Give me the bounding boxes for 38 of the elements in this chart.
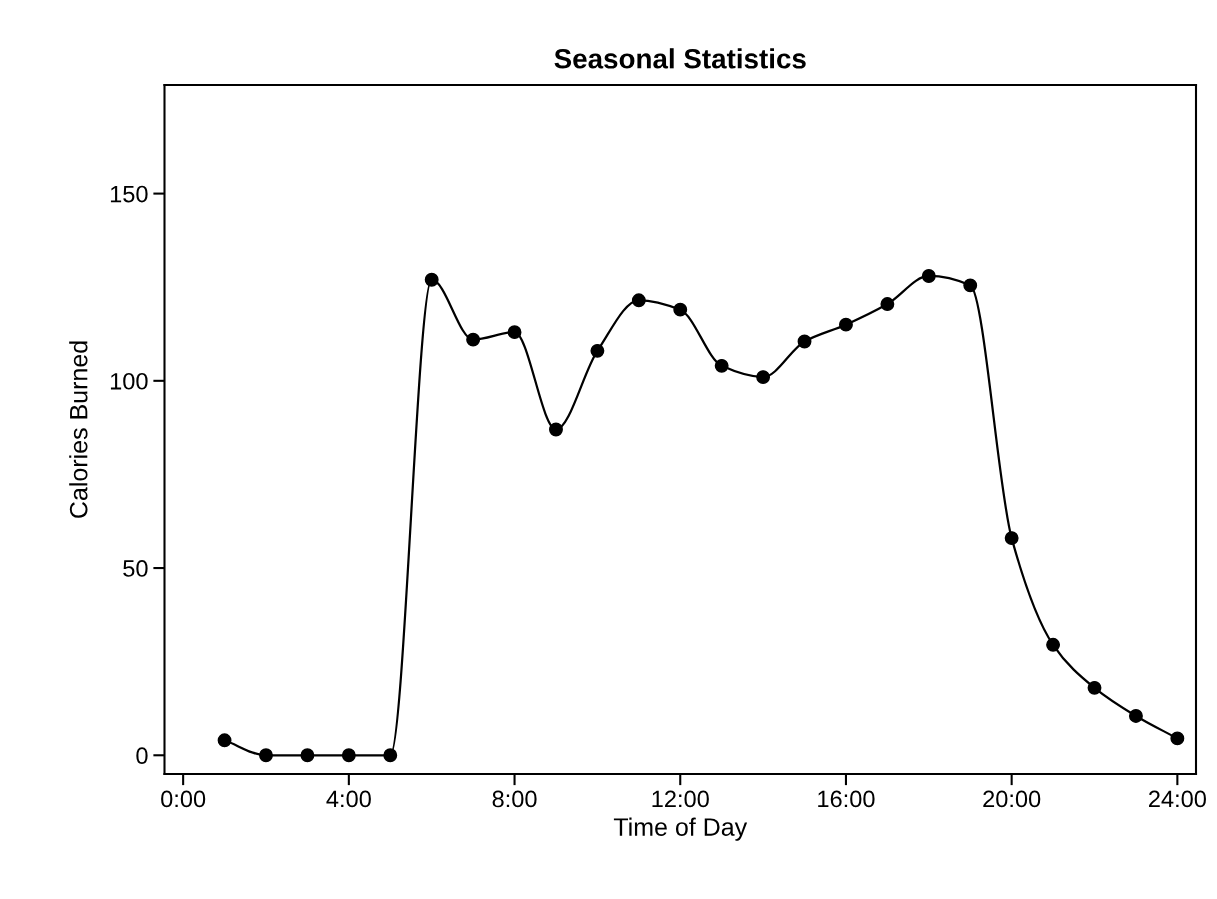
point xyxy=(1087,680,1102,695)
x-axis-title: Time of Day xyxy=(613,817,748,841)
x-tick-label: 16:00 xyxy=(818,790,875,808)
y-tick-label: 50 xyxy=(123,560,148,577)
y-tick-label: 150 xyxy=(110,185,148,203)
point xyxy=(590,343,605,358)
point xyxy=(797,334,812,349)
point xyxy=(756,370,771,385)
point xyxy=(673,302,688,317)
point xyxy=(880,297,895,312)
y-tick-label: 0 xyxy=(136,747,148,765)
x-tick-label: 20:00 xyxy=(983,790,1041,808)
point xyxy=(921,269,936,283)
x-tick-label: 4:00 xyxy=(326,790,371,808)
y-axis-title: Calories Burned xyxy=(69,341,88,518)
point xyxy=(383,748,398,763)
point xyxy=(1046,637,1061,652)
point xyxy=(259,748,273,763)
point xyxy=(1128,709,1143,723)
x-tick-label: 8:00 xyxy=(492,790,537,808)
point xyxy=(1170,731,1185,746)
x-tick-label: 12:00 xyxy=(652,790,709,808)
y-tick-label: 100 xyxy=(110,372,148,390)
point xyxy=(714,358,729,373)
point xyxy=(1004,531,1019,546)
x-tick-label: 24:00 xyxy=(1149,790,1206,808)
point xyxy=(424,272,439,287)
point xyxy=(217,733,232,748)
chart-title: Seasonal Statistics xyxy=(554,48,806,69)
point xyxy=(963,278,978,293)
point xyxy=(507,325,522,340)
point xyxy=(341,748,356,763)
point xyxy=(549,422,563,437)
point xyxy=(300,748,315,763)
x-tick-label: 0:00 xyxy=(161,790,206,808)
point xyxy=(631,293,646,308)
point xyxy=(839,317,853,332)
point xyxy=(466,332,481,347)
